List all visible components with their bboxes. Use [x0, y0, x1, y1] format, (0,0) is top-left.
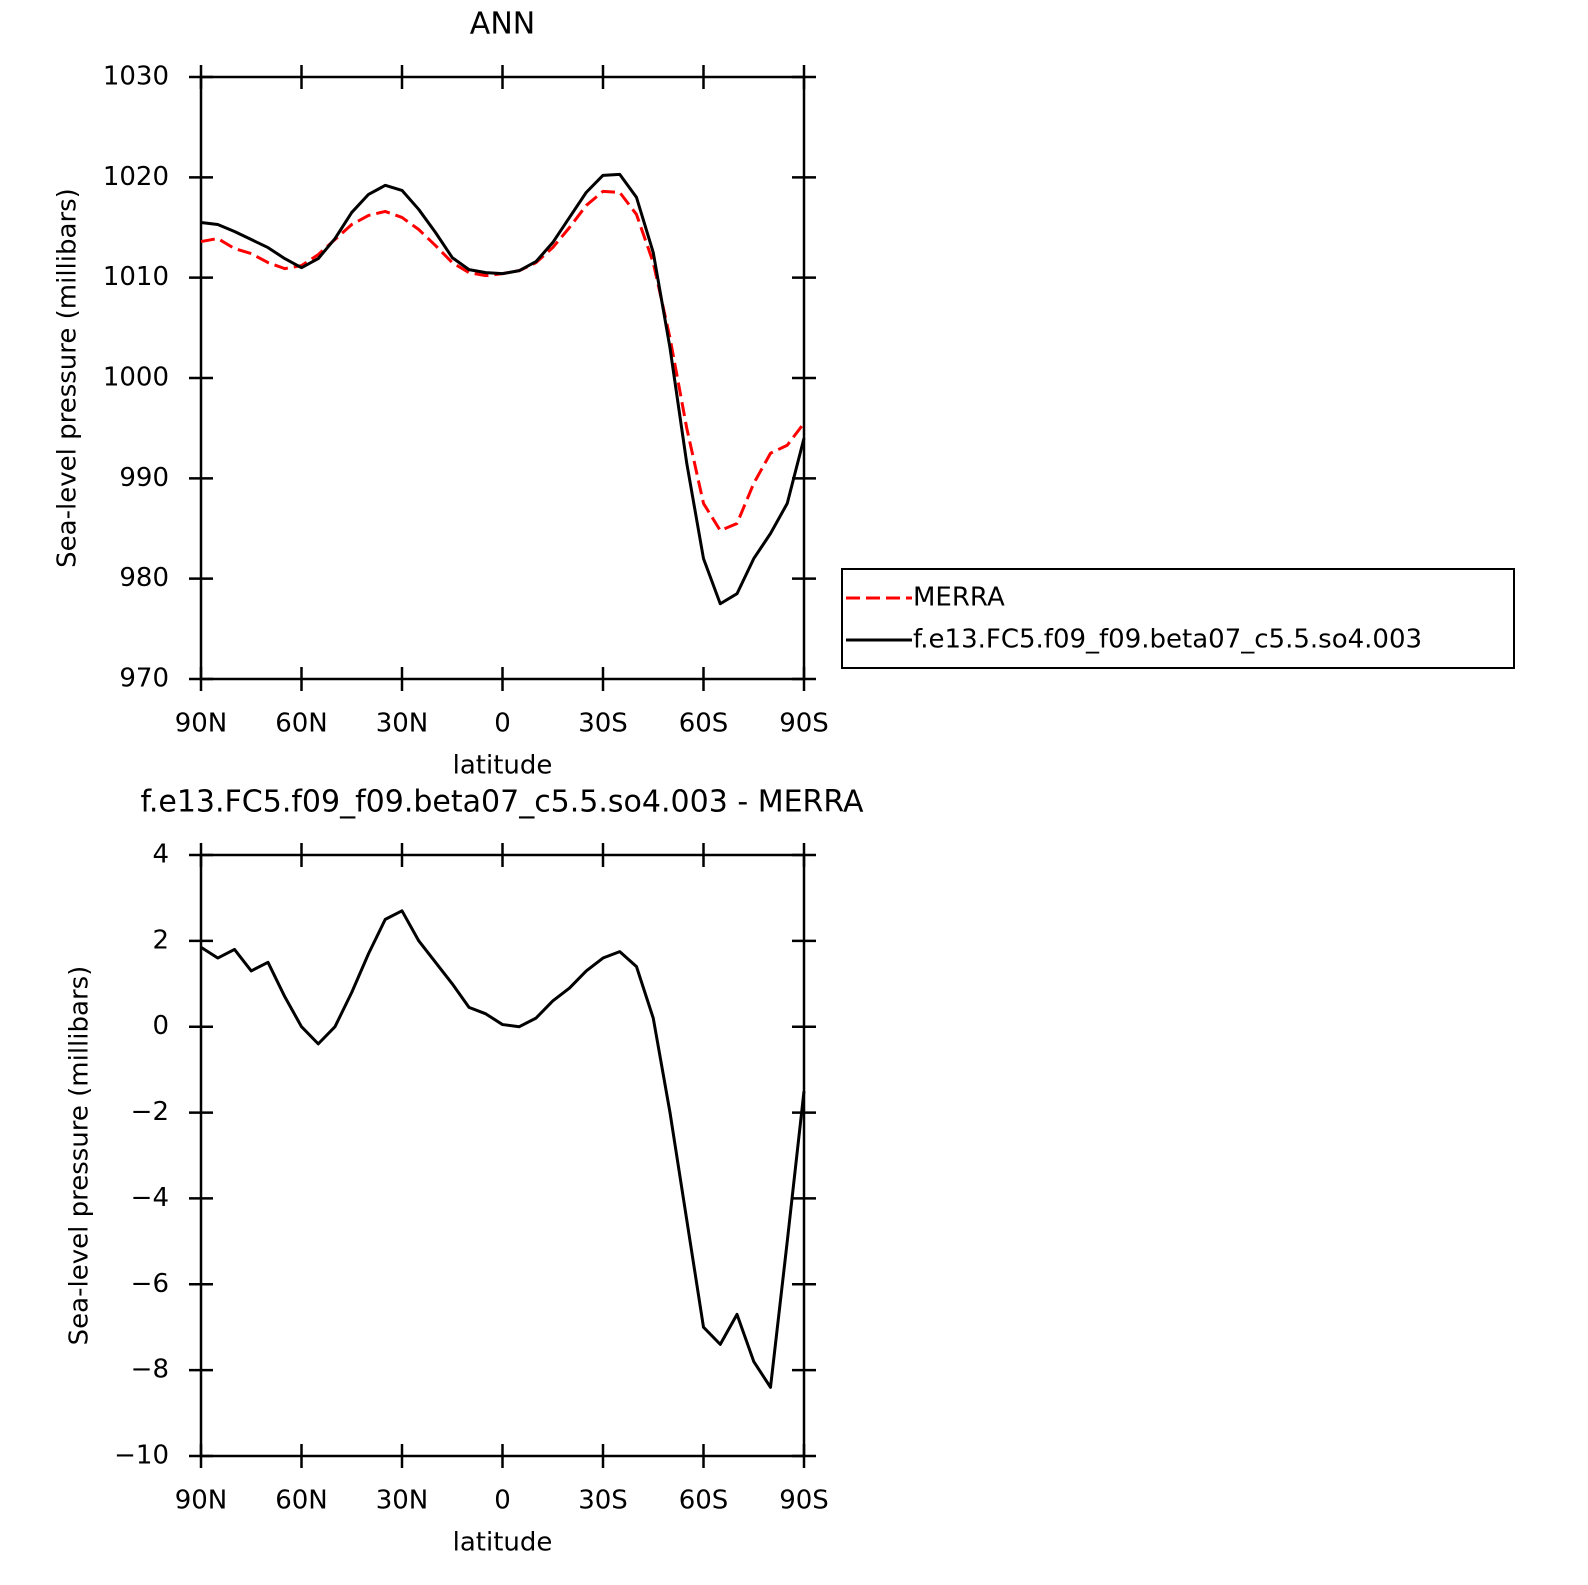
data-line [200, 172, 806, 606]
x-tick-label: 30S [578, 1486, 628, 1516]
y-tick-label: −2 [131, 1097, 169, 1127]
data-line [200, 909, 806, 1389]
x-tick-label: 60S [679, 709, 729, 739]
y-tick-label: 0 [152, 1011, 169, 1041]
y-tick-label: 1030 [103, 62, 169, 92]
legend-label: MERRA [913, 583, 1005, 613]
y-tick-label: 990 [119, 463, 169, 493]
x-tick-label: 60S [679, 1486, 729, 1516]
y-tick-label: 2 [152, 925, 169, 955]
y-axis-label: Sea-level pressure (millibars) [53, 188, 83, 568]
x-tick-label: 30S [578, 709, 628, 739]
y-tick-label: 980 [119, 563, 169, 593]
x-tick-label: 60N [275, 1486, 328, 1516]
x-tick-label: 60N [275, 709, 328, 739]
x-tick-label: 0 [494, 709, 511, 739]
x-tick-label: 90N [175, 1486, 228, 1516]
y-tick-label: −10 [114, 1441, 169, 1471]
y-tick-label: 1000 [103, 363, 169, 393]
y-tick-label: 970 [119, 664, 169, 694]
x-tick-label: 90N [175, 709, 228, 739]
x-tick-label: 90S [779, 1486, 829, 1516]
y-tick-label: −8 [131, 1355, 169, 1385]
legend-box [841, 568, 1515, 669]
x-axis-label: latitude [453, 751, 553, 781]
data-line [200, 189, 806, 533]
y-tick-label: 4 [152, 840, 169, 870]
x-tick-label: 30N [376, 709, 429, 739]
x-tick-label: 0 [494, 1486, 511, 1516]
chart-title: ANN [470, 7, 535, 42]
y-tick-label: 1020 [103, 162, 169, 192]
x-tick-label: 90S [779, 709, 829, 739]
y-tick-label: 1010 [103, 262, 169, 292]
legend-label: f.e13.FC5.f09_f09.beta07_c5.5.so4.003 [913, 625, 1422, 655]
plot-frame [199, 853, 806, 1458]
chart-title: f.e13.FC5.f09_f09.beta07_c5.5.so4.003 - … [140, 785, 864, 820]
x-tick-label: 30N [376, 1486, 429, 1516]
y-axis-label: Sea-level pressure (millibars) [65, 966, 95, 1346]
x-axis-label: latitude [453, 1528, 553, 1558]
y-tick-label: −6 [131, 1269, 169, 1299]
plot-frame [199, 75, 806, 681]
y-tick-label: −4 [131, 1183, 169, 1213]
